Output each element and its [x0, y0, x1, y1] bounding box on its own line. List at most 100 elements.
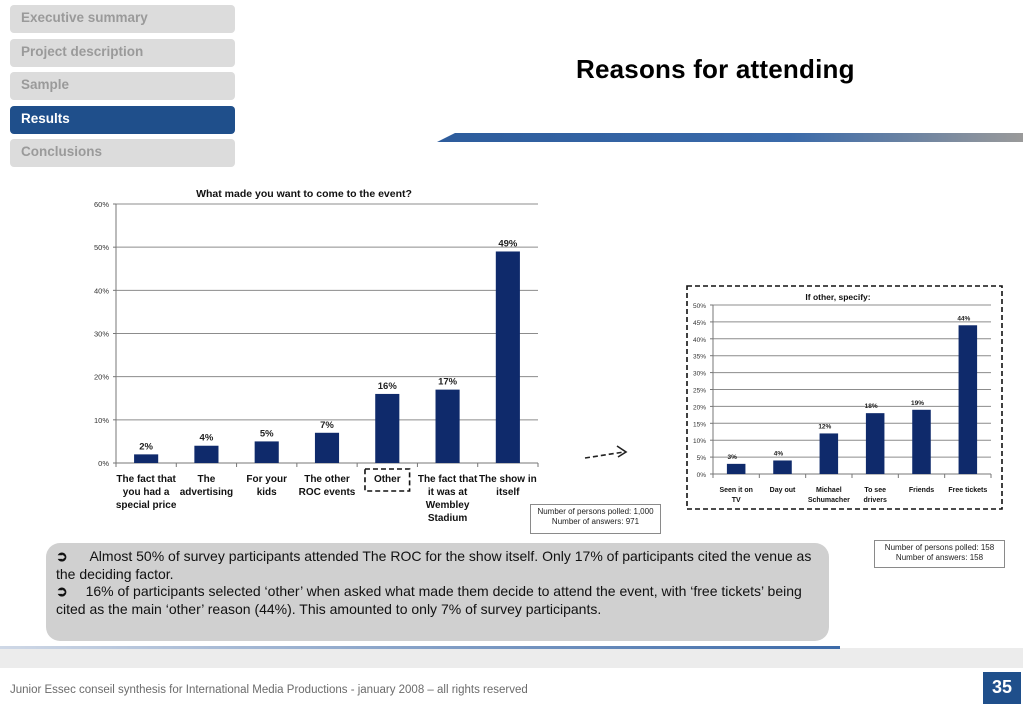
- reasons-bar-chart: What made you want to come to the event?…: [94, 188, 539, 524]
- category-label: The: [198, 474, 216, 485]
- note-answers: Number of answers: 158: [895, 553, 984, 562]
- category-label: Wembley: [426, 500, 470, 511]
- category-label: Schumacher: [808, 497, 850, 504]
- category-label: drivers: [863, 497, 886, 504]
- data-label: 49%: [498, 238, 518, 249]
- y-tick-label: 10%: [94, 416, 109, 425]
- nav-item-project-description[interactable]: Project description: [10, 38, 235, 67]
- nav-item-sample[interactable]: Sample: [10, 72, 235, 100]
- bar: [194, 445, 219, 463]
- y-tick-label: 40%: [94, 286, 109, 295]
- data-label: 18%: [865, 403, 878, 410]
- nav-item-executive-summary[interactable]: Executive summary: [10, 5, 235, 33]
- dashed-arrow-icon: [584, 445, 628, 459]
- bar: [254, 441, 279, 463]
- summary-text-2: 16% of participants selected ‘other’ whe…: [56, 583, 802, 617]
- footer-divider: [0, 646, 840, 649]
- bar: [773, 460, 792, 474]
- data-label: 16%: [378, 381, 398, 392]
- y-tick-label: 20%: [94, 373, 109, 382]
- other-reasons-panel: If other, specify: 0% 5% 10% 15% 20% 25% 30% 35%…: [686, 285, 1003, 510]
- y-tick-label: 35%: [693, 354, 706, 361]
- sample-note-main: Number of persons polled: 1,000 Number o…: [530, 504, 661, 534]
- category-label: The fact that: [116, 474, 176, 485]
- section-nav: Executive summary Project description Sa…: [10, 5, 235, 173]
- data-label: 4%: [774, 450, 784, 457]
- category-label: Free tickets: [948, 487, 987, 494]
- y-tick-label: 0%: [697, 472, 707, 479]
- header-banner: [437, 133, 1023, 142]
- nav-item-results[interactable]: Results: [10, 105, 235, 134]
- y-tick-label: 0%: [98, 459, 109, 468]
- bar: [495, 251, 520, 463]
- data-label: 5%: [260, 428, 274, 439]
- footer-band: [0, 648, 1023, 668]
- category-label: Other: [374, 474, 401, 485]
- page-number: 35: [983, 672, 1021, 704]
- category-label: Friends: [909, 487, 934, 494]
- data-label: 12%: [818, 423, 831, 430]
- chart-title: If other, specify:: [805, 292, 870, 302]
- note-answers: Number of answers: 971: [551, 517, 640, 526]
- category-label: Day out: [770, 487, 796, 494]
- data-label: 7%: [320, 420, 334, 431]
- category-label: TV: [732, 497, 741, 504]
- category-label: Seen it on: [719, 487, 752, 494]
- bar: [134, 454, 159, 463]
- y-tick-label: 20%: [693, 404, 706, 411]
- category-label: it was at: [428, 487, 468, 498]
- y-tick-label: 60%: [94, 200, 109, 209]
- bar: [375, 393, 400, 463]
- arrow-bullet-icon: ➲: [56, 583, 68, 599]
- page-title: Reasons for attending: [576, 54, 855, 84]
- note-polled: Number of persons polled: 158: [884, 543, 995, 552]
- bar: [726, 463, 746, 474]
- y-tick-label: 5%: [697, 455, 707, 462]
- bar: [435, 389, 460, 463]
- y-tick-label: 25%: [693, 388, 706, 395]
- data-label: 2%: [139, 441, 153, 452]
- category-label: To see: [864, 487, 886, 494]
- summary-bullet-1: ➲ Almost 50% of survey participants atte…: [56, 548, 819, 583]
- category-label: itself: [496, 487, 520, 498]
- category-label: The fact that: [418, 474, 478, 485]
- highlight-box: [364, 468, 411, 492]
- category-label: ROC events: [299, 487, 356, 498]
- y-tick-label: 10%: [693, 438, 706, 445]
- category-label: The other: [304, 474, 350, 485]
- y-tick-label: 15%: [693, 421, 706, 428]
- category-label: kids: [257, 487, 277, 498]
- y-tick-label: 30%: [94, 330, 109, 339]
- y-tick-label: 45%: [693, 320, 706, 327]
- category-label: Stadium: [428, 513, 468, 524]
- chart-dashed-frame: [686, 285, 1003, 510]
- bar: [865, 413, 885, 474]
- data-label: 44%: [957, 315, 970, 322]
- other-reasons-bar-chart: If other, specify: 0% 5% 10% 15% 20% 25% 30% 35%…: [686, 285, 1003, 510]
- footer-text: Junior Essec conseil synthesis for Inter…: [10, 684, 528, 696]
- category-label: For your: [246, 474, 287, 485]
- bar: [819, 433, 839, 474]
- category-label: you had a: [123, 487, 170, 498]
- y-tick-label: 50%: [94, 243, 109, 252]
- nav-item-conclusions[interactable]: Conclusions: [10, 139, 235, 167]
- category-label: advertising: [180, 487, 233, 498]
- category-label: The show in: [479, 474, 537, 485]
- note-polled: Number of persons polled: 1,000: [537, 507, 654, 516]
- category-label: special price: [116, 500, 177, 511]
- bar: [958, 325, 978, 474]
- y-tick-label: 50%: [693, 303, 706, 310]
- bar: [314, 432, 340, 463]
- summary-bullet-2: ➲ 16% of participants selected ‘other’ w…: [56, 583, 819, 618]
- sample-note-other: Number of persons polled: 158 Number of …: [874, 540, 1005, 568]
- data-label: 19%: [911, 400, 924, 407]
- data-label: 4%: [200, 433, 214, 444]
- summary-box: ➲ Almost 50% of survey participants atte…: [46, 543, 829, 641]
- arrow-bullet-icon: ➲: [56, 548, 68, 564]
- chart-title: What made you want to come to the event?: [196, 188, 412, 200]
- y-tick-label: 30%: [693, 371, 706, 378]
- category-label: Michael: [816, 487, 842, 494]
- data-label: 17%: [438, 377, 458, 388]
- bar: [912, 409, 931, 474]
- data-label: 3%: [727, 454, 737, 461]
